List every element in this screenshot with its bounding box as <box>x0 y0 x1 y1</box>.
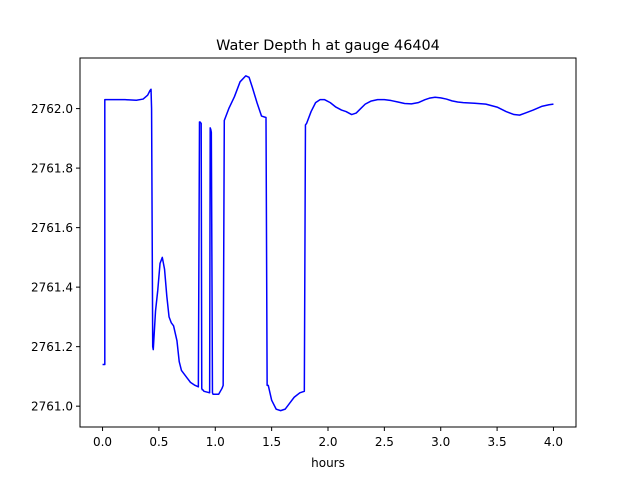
x-tick-label: 0.5 <box>149 435 168 449</box>
x-tick-label: 2.5 <box>375 435 394 449</box>
y-tick-label: 2761.0 <box>31 400 73 414</box>
plot-area <box>102 75 554 412</box>
y-tick-label: 2761.6 <box>31 221 73 235</box>
x-tick-label: 2.0 <box>318 435 337 449</box>
y-tick-label: 2761.8 <box>31 162 73 176</box>
axis-ticks: 0.0 0.5 1.0 1.5 2.0 2.5 3.0 3.5 4.0 2761.0 2761.2 2… <box>31 102 563 449</box>
y-tick-label: 2762.0 <box>31 102 73 116</box>
x-tick-label: 3.0 <box>431 435 450 449</box>
y-tick-label: 2761.2 <box>31 340 73 354</box>
y-tick-label: 2761.4 <box>31 281 73 295</box>
x-tick-label: 0.0 <box>93 435 112 449</box>
x-axis-label: hours <box>311 456 345 470</box>
x-tick-label: 1.5 <box>262 435 281 449</box>
x-tick-label: 3.5 <box>488 435 507 449</box>
chart-title: Water Depth h at gauge 46404 <box>216 38 440 54</box>
series-line <box>102 75 554 412</box>
plot-frame <box>79 57 577 428</box>
x-tick-label: 1.0 <box>206 435 225 449</box>
x-tick-label: 4.0 <box>544 435 563 449</box>
